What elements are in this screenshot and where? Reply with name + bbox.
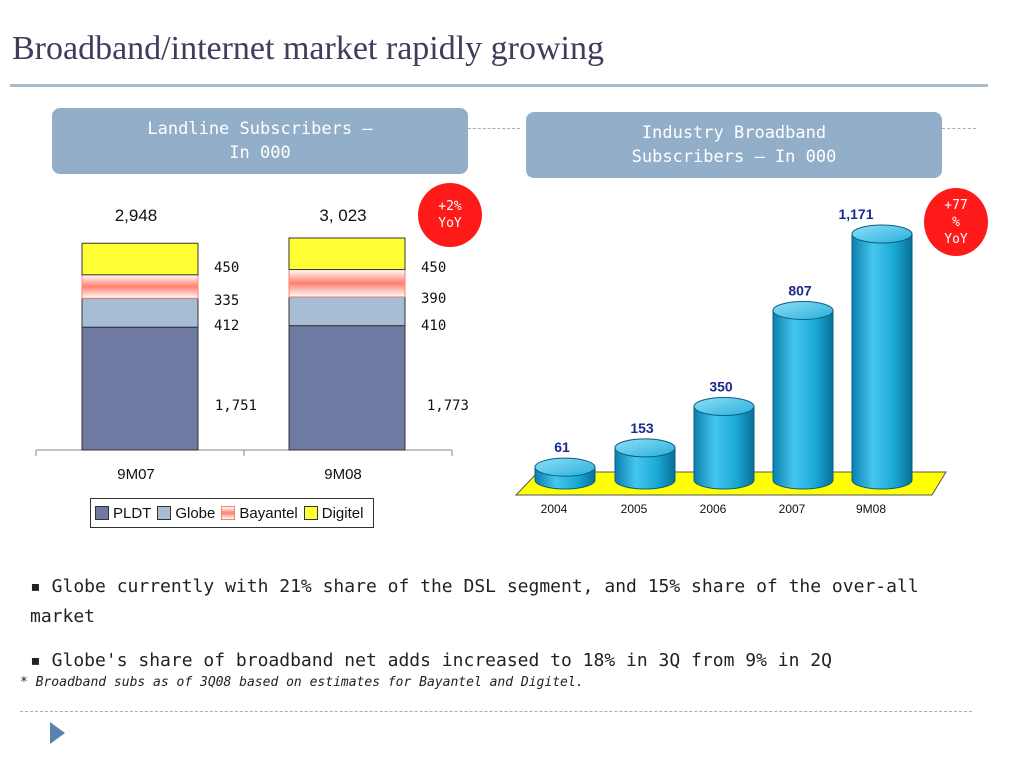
pldt-segment [288,325,406,451]
legend-label: Digitel [321,504,364,522]
legend-label: Bayantel [239,504,298,522]
chart-legend: PLDT Globe Bayantel Digitel [90,498,375,528]
landline-stacked-bar-chart: 1,751 412 335 450 2,948 9M07 1,773 410 390 450 3, … [35,206,469,483]
legend-label: PLDT [113,504,152,522]
x-tick-label: 2007 [779,502,806,516]
cylinder-top [614,438,676,458]
cylinder-bar [851,233,913,490]
legend-swatch [221,506,236,520]
right-header-line-2: Subscribers – In 000 [631,147,837,167]
right-header-line-1: Industry Broadband [641,123,827,143]
legend-swatch [95,506,109,520]
footer-divider [20,711,972,712]
globe-segment [81,297,199,328]
cylinder-top [772,300,834,320]
bullet-item: ▪ Globe currently with 21% share of the … [30,576,919,627]
left-header-line-2: In 000 [229,143,291,163]
segment-value-label: 335 [214,293,239,309]
x-tick-label: 9M07 [117,466,155,483]
data-value-label: 153 [630,420,654,436]
left-header-dash [468,128,520,129]
legend-item: Bayantel [221,504,298,522]
broadband-cylinder-chart: 61 2004 153 2005 350 2006 807 2007 1,171 9M08 [514,206,947,516]
data-value-label: 1,171 [838,206,873,222]
segment-value-label: 450 [214,260,239,276]
next-slide-arrow-icon[interactable] [50,722,65,744]
bullet-item: ▪ Globe's share of broadband net adds in… [30,650,832,671]
x-tick-label: 9M08 [856,502,886,516]
legend-swatch [157,506,172,520]
left-chart-header: Landline Subscribers – In 000 [52,108,468,174]
cylinder-top [534,457,596,477]
cylinder-top [693,396,755,416]
cylinder-bar [772,309,834,490]
x-tick-label: 2004 [541,502,568,516]
cylinder-bar [693,405,755,490]
title-divider [10,84,988,87]
bayantel-segment [288,269,406,298]
right-chart-header: Industry Broadband Subscribers – In 000 [526,112,942,178]
cylinder-bar [614,447,676,490]
bar-total-label: 3, 023 [319,206,366,225]
left-badge-line-2: YoY [438,216,462,231]
legend-label: Globe [175,504,216,522]
left-growth-badge: +2% YoY [418,183,482,247]
cylinder-top [851,224,913,244]
right-header-dash [942,128,976,129]
left-badge-line-1: +2% [438,199,462,214]
data-value-label: 350 [709,378,733,394]
data-value-label: 807 [788,282,812,298]
digitel-segment [81,242,199,276]
segment-value-label: 1,773 [427,398,469,414]
bayantel-segment [81,274,199,299]
legend-item: PLDT [95,505,151,522]
x-tick-label: 2005 [621,502,648,516]
segment-value-label: 450 [421,260,446,276]
right-badge-line-1: +77 [944,197,968,213]
segment-value-label: 1,751 [215,398,257,414]
x-tick-label: 2006 [700,502,727,516]
legend-item: Digitel [303,504,364,522]
segment-value-label: 410 [421,318,446,334]
segment-value-label: 390 [421,291,446,307]
x-tick-label: 9M08 [324,466,362,483]
right-badge-line-3: YoY [944,231,968,247]
globe-segment [288,296,406,327]
right-badge-line-2: % [952,214,960,230]
bar-total-label: 2,948 [115,206,158,225]
footnote: * Broadband subs as of 3Q08 based on est… [20,675,584,690]
digitel-segment [288,237,406,271]
legend-swatch [303,506,318,520]
page-title: Broadband/internet market rapidly growin… [12,30,604,67]
data-value-label: 61 [554,439,570,455]
left-header-line-1: Landline Subscribers – [147,119,373,139]
segment-value-label: 412 [214,318,239,334]
pldt-segment [81,326,199,451]
right-growth-badge: +77 % YoY [924,188,988,256]
legend-item: Globe [157,505,215,522]
